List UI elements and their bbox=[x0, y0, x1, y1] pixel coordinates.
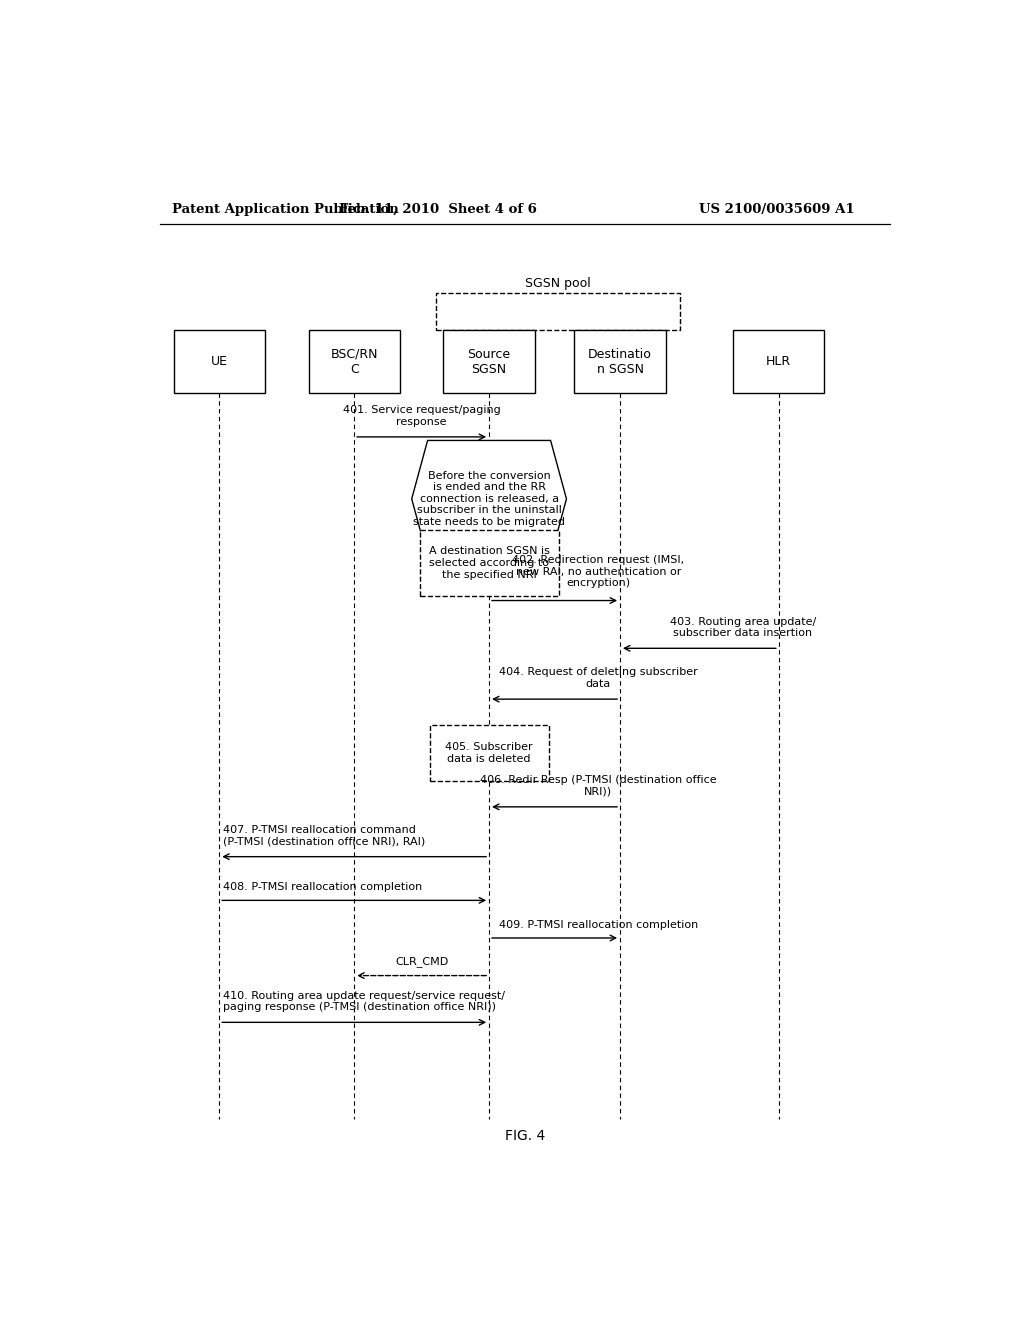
Bar bbox=[436, 293, 680, 330]
Bar bbox=[443, 330, 535, 393]
Bar bbox=[308, 330, 399, 393]
Text: Destinatio
n SGSN: Destinatio n SGSN bbox=[588, 347, 652, 376]
Text: 409. P-TMSI reallocation completion: 409. P-TMSI reallocation completion bbox=[499, 920, 697, 929]
Text: HLR: HLR bbox=[766, 355, 792, 368]
Text: 404. Request of deleting subscriber
data: 404. Request of deleting subscriber data bbox=[499, 668, 697, 689]
Text: US 2100/0035609 A1: US 2100/0035609 A1 bbox=[699, 203, 855, 215]
Text: 402. Redirection request (IMSI,
new RAI, no authentication or
encryption): 402. Redirection request (IMSI, new RAI,… bbox=[512, 556, 684, 589]
Bar bbox=[420, 529, 558, 595]
Text: Source
SGSN: Source SGSN bbox=[468, 347, 511, 376]
Text: UE: UE bbox=[211, 355, 227, 368]
Text: A destination SGSN is
selected according to
the specified NRI: A destination SGSN is selected according… bbox=[429, 546, 550, 579]
Text: 403. Routing area update/
subscriber data insertion: 403. Routing area update/ subscriber dat… bbox=[670, 616, 816, 638]
Text: FIG. 4: FIG. 4 bbox=[505, 1129, 545, 1143]
Text: SGSN pool: SGSN pool bbox=[525, 276, 591, 289]
Polygon shape bbox=[412, 441, 566, 557]
Text: 410. Routing area update request/service request/
paging response (P-TMSI (desti: 410. Routing area update request/service… bbox=[223, 990, 505, 1012]
Text: 406. Redir Resp (P-TMSI (destination office
NRI)): 406. Redir Resp (P-TMSI (destination off… bbox=[480, 775, 717, 797]
Text: 401. Service request/paging
response: 401. Service request/paging response bbox=[343, 405, 501, 426]
Bar bbox=[174, 330, 265, 393]
Bar bbox=[430, 725, 549, 781]
Text: 407. P-TMSI reallocation command
(P-TMSI (destination office NRI), RAI): 407. P-TMSI reallocation command (P-TMSI… bbox=[223, 825, 426, 846]
Text: 405. Subscriber
data is deleted: 405. Subscriber data is deleted bbox=[445, 742, 532, 764]
Text: BSC/RN
C: BSC/RN C bbox=[331, 347, 378, 376]
Text: Feb. 11, 2010  Sheet 4 of 6: Feb. 11, 2010 Sheet 4 of 6 bbox=[339, 203, 537, 215]
Text: 408. P-TMSI reallocation completion: 408. P-TMSI reallocation completion bbox=[223, 882, 423, 892]
Bar bbox=[574, 330, 666, 393]
Text: Patent Application Publication: Patent Application Publication bbox=[172, 203, 398, 215]
Bar bbox=[733, 330, 824, 393]
Text: CLR_CMD: CLR_CMD bbox=[395, 957, 449, 968]
Text: Before the conversion
is ended and the RR
connection is released, a
subscriber i: Before the conversion is ended and the R… bbox=[413, 471, 565, 527]
